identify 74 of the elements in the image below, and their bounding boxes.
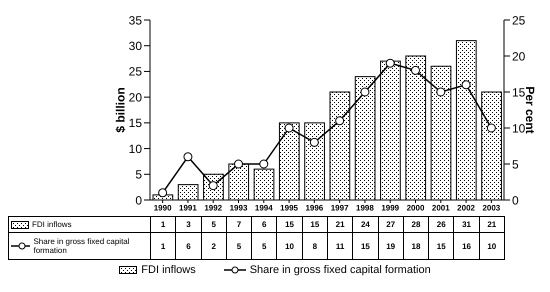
y-tick-label: 0 bbox=[135, 193, 142, 208]
x-tick-label: 1994 bbox=[254, 204, 274, 213]
data-label: 5 bbox=[201, 216, 226, 232]
data-label: 2 bbox=[201, 232, 226, 260]
y-tick-label: 35 bbox=[128, 13, 142, 28]
y2-tick-label: 0 bbox=[512, 193, 519, 208]
data-label: 27 bbox=[378, 216, 404, 232]
y-tick-label: 25 bbox=[128, 64, 142, 79]
data-label: 5 bbox=[252, 232, 277, 260]
data-label: 6 bbox=[252, 216, 277, 232]
x-tick-label: 2002 bbox=[457, 204, 476, 213]
point bbox=[310, 138, 319, 147]
point bbox=[411, 66, 420, 75]
data-label: 6 bbox=[176, 232, 202, 260]
data-label: 7 bbox=[226, 216, 252, 232]
data-label: 8 bbox=[302, 232, 328, 260]
y-tick-label: 10 bbox=[128, 142, 142, 156]
point bbox=[158, 188, 168, 198]
data-label: 5 bbox=[226, 232, 252, 260]
x-tick-label: 1992 bbox=[204, 204, 223, 213]
data-label: 28 bbox=[403, 216, 429, 232]
x-tick-label: 1996 bbox=[305, 204, 324, 213]
data-label: 10 bbox=[479, 232, 504, 260]
x-tick-label: 1990 bbox=[154, 204, 172, 213]
x-tick-label: 2003 bbox=[482, 204, 501, 213]
x-tick-label: 2001 bbox=[432, 204, 450, 213]
y-tick-label: 15 bbox=[128, 116, 142, 130]
text: FDI inflows bbox=[32, 220, 72, 229]
y2-tick-label: 15 bbox=[512, 85, 526, 100]
point bbox=[183, 152, 192, 162]
y2-tick-label: 20 bbox=[512, 49, 526, 64]
data-label: 15 bbox=[428, 232, 454, 260]
y-tick-label: 5 bbox=[135, 168, 142, 182]
data-label: 15 bbox=[276, 216, 302, 232]
y-tick-label: 20 bbox=[128, 90, 142, 104]
data-label: 21 bbox=[327, 216, 353, 232]
y-axis-title: $ billion bbox=[113, 87, 128, 133]
point bbox=[284, 124, 294, 132]
x-tick-label: 2000 bbox=[406, 204, 425, 213]
data-label: 1 bbox=[150, 216, 176, 232]
data-label: 24 bbox=[352, 216, 378, 232]
point bbox=[335, 116, 344, 126]
point bbox=[462, 80, 471, 90]
x-tick-label: 1998 bbox=[356, 204, 374, 213]
point bbox=[486, 124, 496, 132]
point bbox=[436, 88, 446, 96]
data-label: 19 bbox=[378, 232, 404, 260]
data-label: 15 bbox=[302, 216, 328, 232]
data-label: 10 bbox=[276, 232, 302, 260]
data-label: 26 bbox=[428, 216, 454, 232]
data-label: 1 bbox=[150, 232, 176, 260]
x-tick-label: 1997 bbox=[330, 204, 350, 213]
x-tick-label: 1999 bbox=[381, 204, 400, 213]
y2-tick-label: 5 bbox=[512, 157, 519, 172]
data-label: 31 bbox=[454, 216, 480, 232]
y2-tick-label: 10 bbox=[512, 121, 526, 136]
data-label: 21 bbox=[479, 216, 504, 232]
data-label: 18 bbox=[403, 232, 429, 260]
x-tick-label: 1993 bbox=[230, 204, 248, 213]
data-label: 15 bbox=[352, 232, 378, 260]
y2-tick-label: 25 bbox=[512, 13, 526, 28]
legend-label: FDI inflows bbox=[140, 264, 196, 276]
point bbox=[234, 160, 243, 168]
point bbox=[360, 88, 370, 96]
legend-label: Share in gross fixed capital formation bbox=[33, 237, 131, 255]
y-tick-label: 30 bbox=[128, 38, 142, 53]
x-tick-label: 1995 bbox=[280, 204, 299, 213]
data-label: 3 bbox=[176, 216, 202, 232]
data-label: 16 bbox=[454, 232, 480, 260]
x-tick-label: 1991 bbox=[179, 204, 198, 213]
point bbox=[259, 160, 268, 168]
text: Share in gross fixed capital formation bbox=[250, 264, 431, 276]
point bbox=[386, 58, 395, 68]
data-label: 11 bbox=[327, 232, 353, 260]
